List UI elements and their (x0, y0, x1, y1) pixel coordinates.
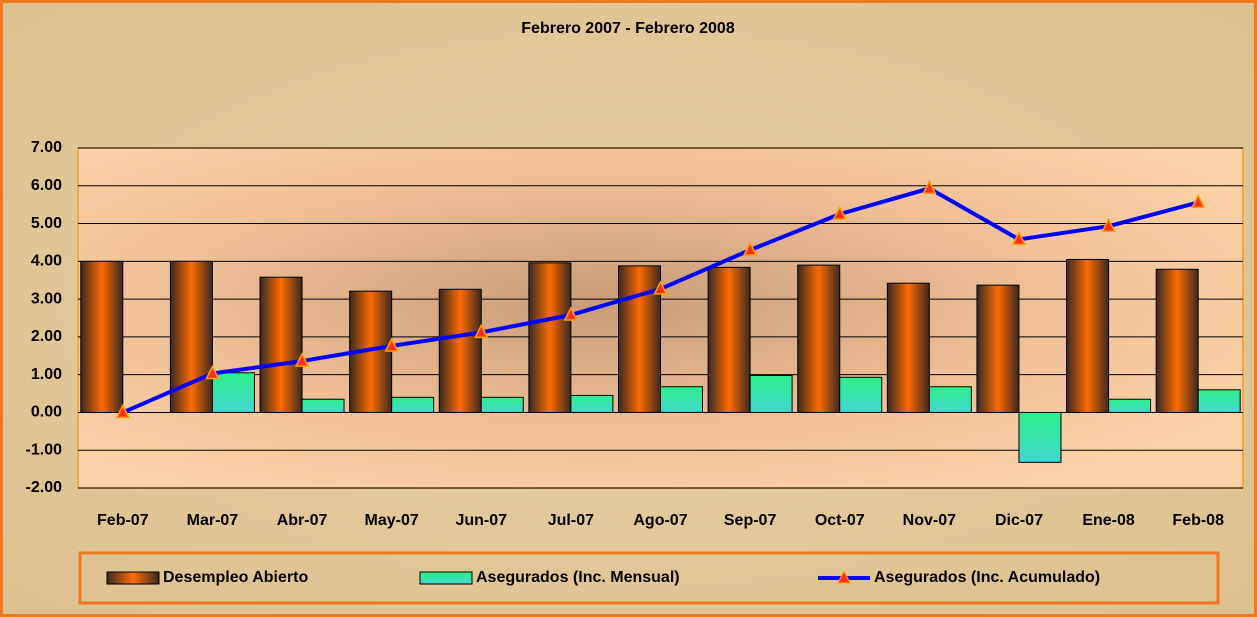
y-tick-label: 5.00 (31, 215, 62, 232)
bar (438, 288, 482, 413)
bar (480, 396, 524, 413)
legend-swatch (419, 571, 473, 585)
marker (1190, 193, 1206, 209)
marker (742, 241, 758, 256)
marker (1101, 217, 1116, 232)
x-tick-label: Dic-07 (995, 512, 1043, 529)
x-tick-label: Jun-07 (455, 512, 507, 529)
marker (832, 205, 847, 220)
bar (749, 374, 793, 413)
x-tick-label: Abr-07 (277, 512, 328, 529)
bar (707, 266, 751, 413)
y-tick-label: 4.00 (31, 253, 62, 270)
bar (976, 284, 1020, 413)
marker (384, 337, 399, 352)
x-tick-label: Ene-08 (1082, 512, 1135, 529)
bar (1018, 411, 1062, 463)
x-tick-label: Feb-08 (1172, 512, 1224, 529)
bar (660, 386, 703, 413)
legend-marker (837, 569, 851, 584)
bar (570, 394, 614, 413)
x-tick-label: Sep-07 (724, 512, 777, 529)
bar (301, 398, 345, 413)
x-tick-label: Jul-07 (548, 512, 594, 529)
bar (391, 396, 435, 413)
y-tick-label: -2.00 (26, 479, 63, 496)
bar (1066, 258, 1110, 413)
bar (797, 264, 841, 413)
y-tick-label: 3.00 (31, 290, 62, 307)
x-tick-label: Feb-07 (97, 512, 149, 529)
x-tick-label: Mar-07 (187, 512, 239, 529)
x-tick-label: Oct-07 (815, 512, 865, 529)
legend-swatch (106, 571, 160, 585)
bar (886, 282, 930, 413)
x-tick-label: Nov-07 (903, 512, 956, 529)
bar (211, 372, 255, 413)
chart-title: Febrero 2007 - Febrero 2008 (521, 20, 735, 37)
marker (922, 179, 937, 195)
marker (115, 403, 131, 419)
bar (80, 260, 124, 413)
y-tick-label: 6.00 (31, 177, 62, 194)
bar (839, 376, 883, 413)
bar (928, 386, 972, 413)
bar (259, 276, 303, 413)
marker (205, 364, 220, 380)
y-tick-label: 7.00 (31, 139, 62, 156)
legend-label: Desempleo Abierto (163, 569, 308, 586)
y-tick-label: -1.00 (26, 441, 63, 458)
marker (563, 306, 579, 321)
bar (1155, 268, 1199, 413)
bar (528, 262, 572, 413)
legend-box (78, 551, 1220, 605)
legend-label: Asegurados (Inc. Acumulado) (874, 569, 1100, 586)
bar (618, 265, 661, 413)
bar (1197, 389, 1241, 413)
y-tick-label: 1.00 (31, 366, 62, 383)
x-tick-label: May-07 (365, 512, 419, 529)
x-tick-label: Ago-07 (633, 512, 687, 529)
marker (1011, 230, 1027, 246)
y-tick-label: 0.00 (31, 404, 62, 421)
y-tick-label: 2.00 (31, 328, 62, 345)
legend-label: Asegurados (Inc. Mensual) (476, 569, 680, 586)
marker (474, 323, 489, 339)
bar (1108, 398, 1152, 413)
marker (653, 280, 668, 295)
marker (294, 352, 310, 367)
